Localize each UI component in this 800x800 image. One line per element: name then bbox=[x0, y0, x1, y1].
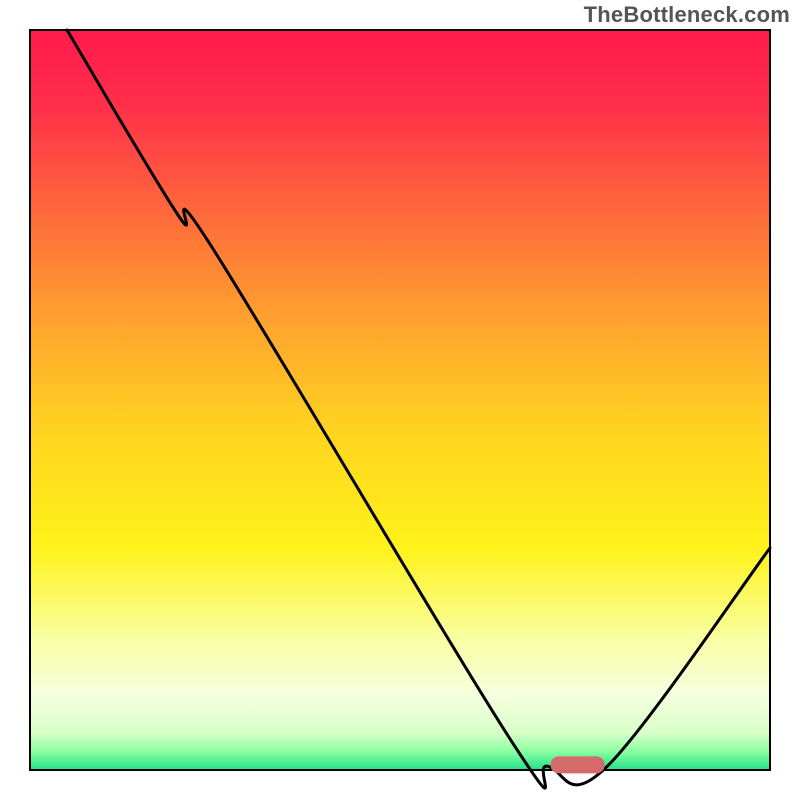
optimal-marker bbox=[551, 756, 605, 773]
chart-container: TheBottleneck.com bbox=[0, 0, 800, 800]
plot-background bbox=[30, 30, 770, 770]
bottleneck-chart bbox=[0, 0, 800, 800]
watermark-text: TheBottleneck.com bbox=[584, 2, 790, 28]
